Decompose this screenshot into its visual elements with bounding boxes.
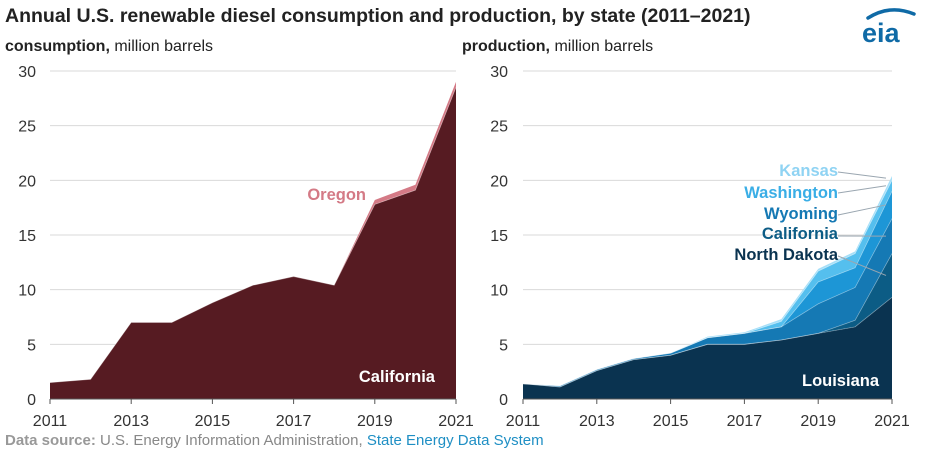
- consumption-subtitle-unit: million barrels: [114, 38, 214, 55]
- consumption-x-tick-label: 2013: [113, 413, 149, 430]
- production-label-california: California: [762, 225, 839, 243]
- consumption-layer-edge-california: [49, 87, 457, 383]
- production-layer-edge-north-dakota: [522, 253, 893, 388]
- production-subtitle-unit: million barrels: [554, 38, 654, 55]
- production-label-wyoming: Wyoming: [764, 205, 838, 223]
- production-y-tick-label: 20: [490, 173, 508, 190]
- chart-title: Annual U.S. renewable diesel consumption…: [5, 5, 751, 27]
- consumption-x-tick-label: 2017: [276, 413, 312, 430]
- consumption-subtitle: consumption, million barrels: [5, 38, 213, 56]
- eia-logo-text: eia: [862, 18, 901, 46]
- production-y-tick-label: 30: [490, 64, 508, 81]
- consumption-area-california: [50, 87, 456, 400]
- consumption-subtitle-bold: consumption,: [5, 38, 110, 55]
- consumption-y-tick-label: 20: [18, 173, 36, 190]
- production-leader-north-dakota: [837, 255, 887, 276]
- production-chart: 0 5 10 15 20 25 30 2011 2013 2015 2017 2019 2021 Loui…: [490, 64, 910, 430]
- production-x-tick-label: 2011: [506, 413, 541, 430]
- source-label: Data source:: [5, 432, 96, 449]
- production-leader-kansas: [837, 171, 887, 179]
- production-layer-edge-washington: [522, 180, 893, 387]
- production-subtitle-bold: production,: [462, 38, 550, 55]
- production-subtitle: production, million barrels: [462, 38, 653, 56]
- consumption-y-tick-label: 30: [18, 64, 36, 81]
- production-label-washington: Washington: [744, 184, 838, 202]
- consumption-chart: 0 5 10 15 20 25 30 2011 2013 2015 2017 2019 2021 Cali…: [18, 64, 474, 430]
- production-leader-washington: [837, 185, 887, 194]
- production-x-tick-label: 2019: [800, 413, 836, 430]
- production-layer-edge-louisiana: [522, 297, 893, 388]
- consumption-x-tick-label: 2015: [195, 413, 231, 430]
- production-x-tick-label: 2013: [579, 413, 615, 430]
- production-layer-edge-california: [522, 218, 893, 387]
- source-link[interactable]: State Energy Data System: [366, 432, 544, 449]
- consumption-y-tick-label: 25: [18, 119, 36, 136]
- production-area-wyoming: [523, 191, 892, 386]
- production-y-tick-label: 5: [499, 337, 508, 354]
- production-label-kansas: Kansas: [779, 162, 838, 180]
- consumption-y-tick-label: 0: [27, 392, 36, 409]
- production-x-tick-label: 2017: [727, 413, 763, 430]
- production-layer-edge-wyoming: [522, 191, 893, 387]
- consumption-x-tick-label: 2011: [33, 413, 68, 430]
- consumption-y-tick-label: 10: [18, 283, 36, 300]
- production-label-louisiana: Louisiana: [802, 372, 880, 390]
- production-y-tick-label: 10: [490, 283, 508, 300]
- data-source-note: Data source: U.S. Energy Information Adm…: [5, 432, 544, 449]
- consumption-x-tick-label: 2021: [438, 413, 474, 430]
- consumption-y-tick-label: 15: [18, 228, 36, 245]
- production-y-tick-label: 0: [499, 392, 508, 409]
- consumption-x-tick-label: 2019: [357, 413, 393, 430]
- production-y-tick-label: 25: [490, 119, 508, 136]
- production-label-north-dakota: North Dakota: [734, 246, 838, 264]
- production-x-tick-label: 2015: [653, 413, 689, 430]
- production-area-louisiana: [523, 297, 892, 399]
- production-leader-wyoming: [837, 204, 887, 216]
- production-x-tick-label: 2021: [874, 413, 910, 430]
- production-y-tick-label: 15: [490, 228, 508, 245]
- consumption-label-california: California: [359, 368, 436, 386]
- eia-logo-icon: eia: [862, 8, 916, 46]
- consumption-label-oregon: Oregon: [307, 186, 366, 204]
- consumption-y-tick-label: 5: [27, 337, 36, 354]
- source-text: U.S. Energy Information Administration,: [100, 432, 363, 449]
